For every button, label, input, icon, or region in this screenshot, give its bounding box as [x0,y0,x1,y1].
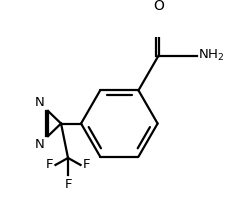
Text: F: F [83,158,90,171]
Text: NH$_2$: NH$_2$ [198,48,225,63]
Text: F: F [64,178,72,191]
Text: N: N [35,96,45,109]
Text: F: F [46,158,53,171]
Text: O: O [153,0,164,13]
Text: N: N [35,138,45,151]
